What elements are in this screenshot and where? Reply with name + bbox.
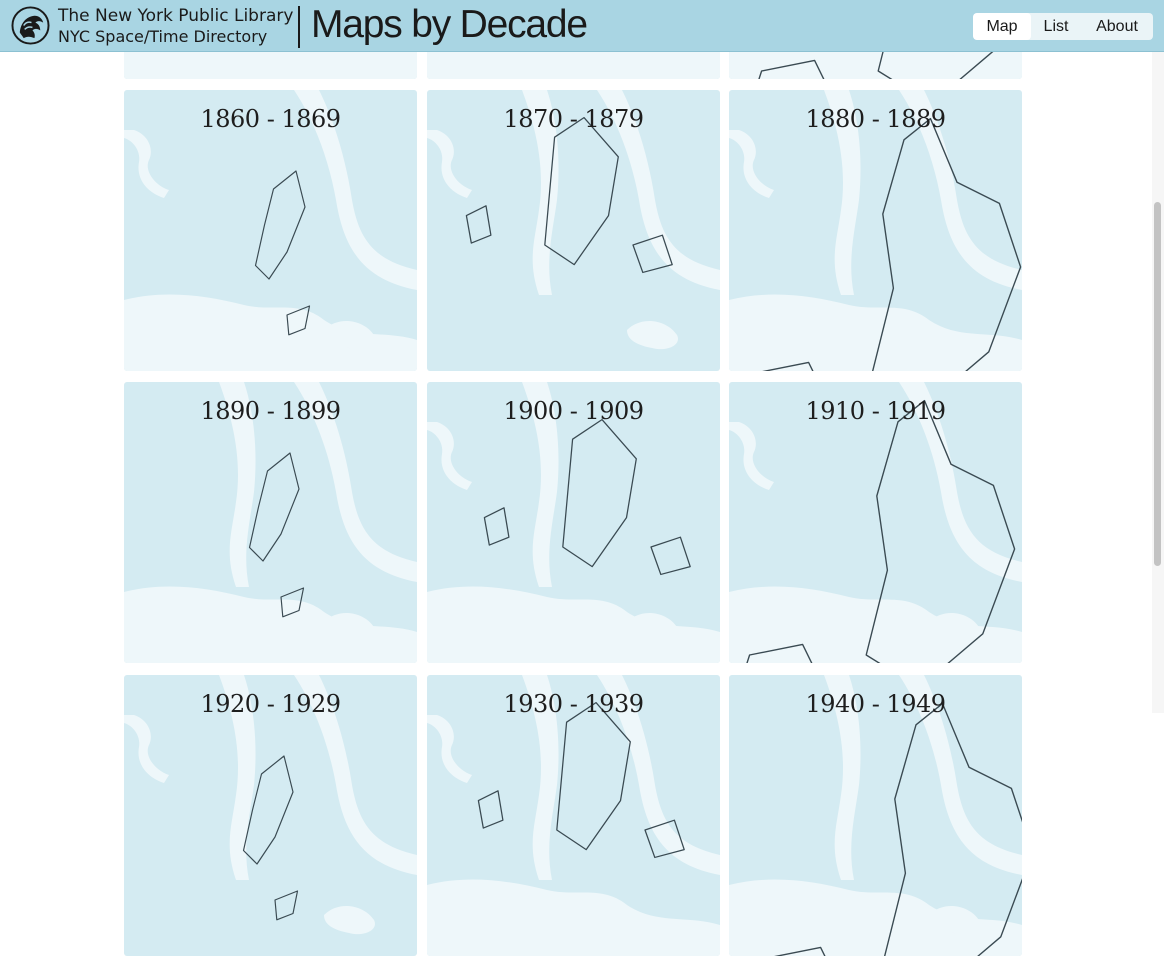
water-area [124,294,417,371]
water-area [124,586,417,663]
decade-outline-group [254,170,311,336]
decade-label: 1890 - 1899 [200,397,341,425]
decade-map-graphic [729,90,1022,371]
decade-tile[interactable]: 1860 - 1869 [124,90,417,371]
mapped-area-outline [544,116,619,266]
water-area [899,382,1022,582]
water-area [522,90,559,295]
decade-tile[interactable]: 1920 - 1929 [124,675,417,956]
header-divider [298,6,300,48]
mapped-area-outline [865,399,1016,663]
decade-map-graphic [427,90,720,350]
water-area [729,130,774,198]
water-area [324,905,375,935]
water-area [597,90,720,290]
decade-map-graphic [124,382,417,663]
org-name[interactable]: The New York Public Library [58,6,294,26]
decade-map-graphic [729,382,1022,663]
scrollbar-thumb[interactable] [1154,202,1161,566]
water-area [522,382,559,587]
decade-map-graphic [427,382,720,663]
decade-label: 1860 - 1869 [200,105,341,133]
water-area [729,879,1022,956]
water-area [427,130,472,198]
water-area [824,90,861,295]
mapped-area-outline [286,305,311,336]
decade-outline-group [483,418,691,576]
mapped-area-outline [871,117,1022,371]
mapped-area-outline [758,59,825,79]
decade-outline-group [762,117,1022,371]
decade-label: 1900 - 1909 [503,397,644,425]
nav-about-link[interactable]: About [1096,18,1138,35]
mapped-area-outline [650,536,691,576]
decade-map-graphic [124,90,417,371]
decade-label: 1880 - 1889 [805,105,946,133]
decade-tile[interactable]: 1890 - 1899 [124,382,417,663]
water-area [427,586,720,663]
org-subtitle[interactable]: NYC Space/Time Directory [58,27,268,46]
water-area [899,90,1022,290]
water-area [219,382,256,587]
water-area [324,320,375,350]
water-area [427,422,472,490]
decade-label: 1910 - 1919 [805,397,946,425]
decade-tile[interactable]: 1930 - 1939 [427,675,720,956]
mapped-area-outline [483,507,510,546]
water-area [729,422,774,490]
mapped-area-outline [746,643,813,663]
decade-outline-group [465,116,673,274]
decade-tile[interactable]: 1870 - 1879 [427,90,720,371]
decade-label: 1920 - 1929 [200,690,341,718]
nypl-lion-icon[interactable] [11,6,50,45]
water-area [324,612,375,642]
water-area [627,612,678,642]
nav-map-link[interactable]: Map [973,13,1031,40]
water-area [427,715,472,783]
water-area [729,294,1022,371]
mapped-area-outline [562,418,637,568]
mapped-area-outline [254,170,306,280]
water-area [929,612,980,642]
decade-outline-group [746,399,1016,663]
decade-outline-group [248,452,305,618]
nav-list-link[interactable]: List [1043,18,1069,35]
mapped-area-outline [274,890,299,921]
mapped-area-outline [280,587,305,618]
mapped-area-outline [762,361,814,371]
mapped-area-outline [465,205,492,244]
water-area [124,130,169,198]
water-area [294,90,417,290]
decade-label: 1930 - 1939 [503,690,644,718]
decade-label: 1940 - 1949 [805,690,946,718]
mapped-area-outline [632,234,673,274]
mapped-area-outline [477,790,504,829]
decade-tile[interactable]: 1880 - 1889 [729,90,1022,371]
water-area [294,382,417,582]
mapped-area-outline [556,701,631,851]
decade-tile[interactable]: 1910 - 1919 [729,382,1022,663]
water-area [427,879,720,956]
water-area [124,715,169,783]
decade-tile[interactable]: 1940 - 1949 [729,675,1022,956]
decade-label: 1870 - 1879 [503,105,644,133]
app-title[interactable]: Maps by Decade [311,3,588,46]
mapped-area-outline [248,452,300,562]
app-header: The New York Public Library NYC Space/Ti… [0,0,1164,52]
decade-tile[interactable]: 1900 - 1909 [427,382,720,663]
water-area [729,586,1022,663]
water-area [627,320,678,350]
main-nav: Map List About [973,13,1153,40]
